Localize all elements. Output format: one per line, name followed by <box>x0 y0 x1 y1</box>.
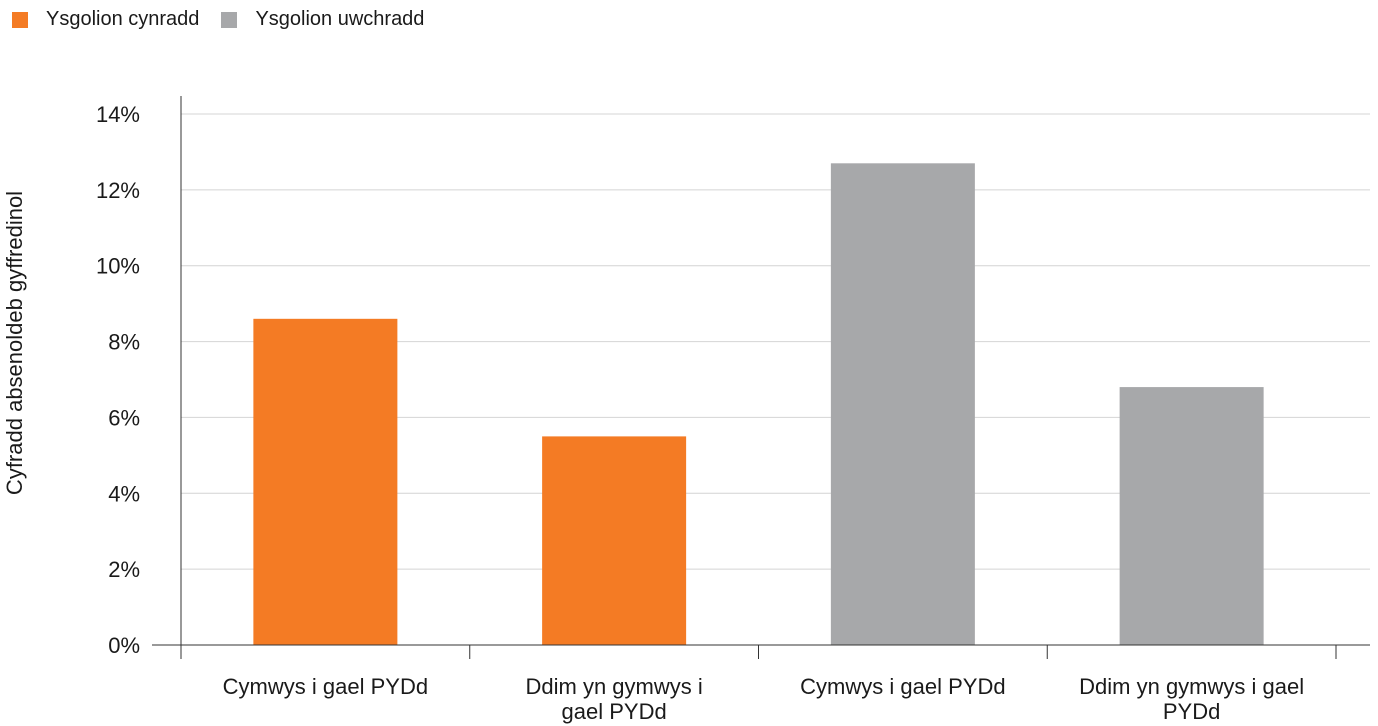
y-tick-label: 12% <box>96 178 140 203</box>
legend-swatch-secondary <box>221 11 238 28</box>
legend-label-primary: Ysgolion cynradd <box>46 8 200 30</box>
bar-primary-1 <box>253 318 398 645</box>
y-tick-label: 4% <box>108 481 140 506</box>
y-tick-label: 14% <box>96 102 140 127</box>
x-category-label: Cymwys i gael PYDd <box>800 674 1005 699</box>
x-category-label: Cymwys i gael PYDd <box>223 674 428 699</box>
bar-secondary-4 <box>1119 387 1264 645</box>
legend-swatch-primary <box>12 11 28 28</box>
y-tick-label: 2% <box>108 557 140 582</box>
chart-legend: Ysgolion cynradd Ysgolion uwchradd <box>12 8 446 31</box>
bar-secondary-3 <box>830 163 975 646</box>
bars <box>253 163 1264 646</box>
axes <box>152 96 1370 659</box>
x-category-label: Ddim yn gymwys i gael PYDd <box>526 674 703 724</box>
legend-item-primary: Ysgolion cynradd <box>12 8 199 31</box>
x-category-label: Ddim yn gymwys i gael PYDd <box>1079 674 1304 724</box>
legend-label-secondary: Ysgolion uwchradd <box>255 8 425 30</box>
legend-item-secondary: Ysgolion uwchradd <box>221 8 424 31</box>
y-tick-label: 0% <box>108 633 140 658</box>
y-tick-label: 10% <box>96 254 140 279</box>
y-tick-label: 6% <box>108 405 140 430</box>
y-tick-label: 8% <box>108 330 140 355</box>
bar-primary-2 <box>542 436 687 645</box>
y-tick-labels: 0% 2% 4% 6% 8% 10% 12% 14% <box>96 102 140 658</box>
y-axis-title: Cyfradd absenoldeb gyffredinol <box>2 191 27 495</box>
x-category-labels: Cymwys i gael PYDd Ddim yn gymwys i gael P… <box>223 674 1304 724</box>
